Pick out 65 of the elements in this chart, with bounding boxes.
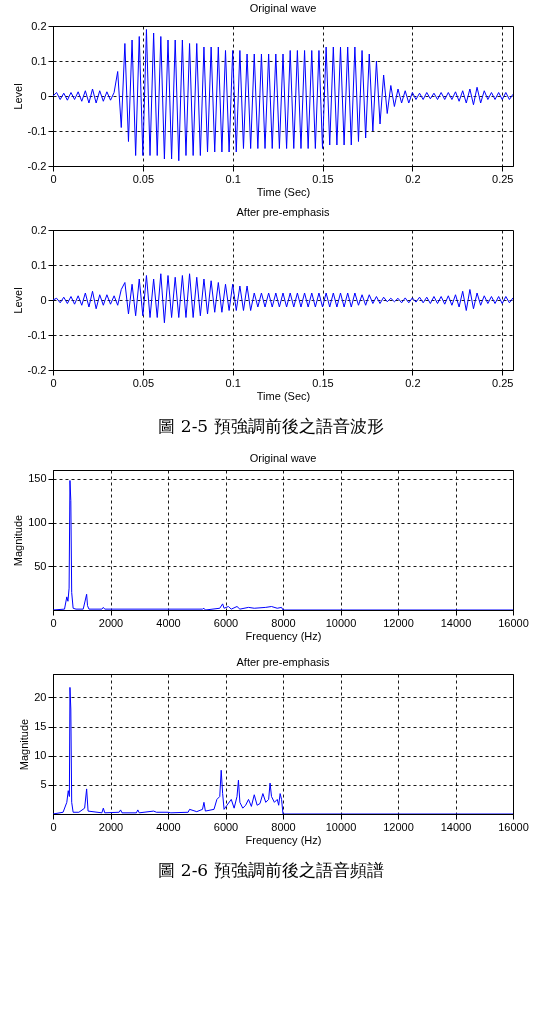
y-tick-label: 15 [34,720,47,732]
y-tick-label: 0 [40,293,47,306]
y-tick-label: -0.1 [27,328,47,341]
line-series [53,273,513,324]
chart-title: After pre-emphasis [236,656,330,668]
x-tick-label: 0.2 [405,172,421,185]
x-tick-label: 0 [50,172,57,185]
x-tick-label: 6000 [213,616,239,629]
x-tick-label: 16000 [498,616,529,629]
x-tick-label: 0.1 [225,376,241,389]
x-tick-label: 12000 [383,616,414,629]
x-tick-label: 10000 [325,820,357,833]
y-tick-label: 100 [28,516,47,528]
x-tick-label: 12000 [383,820,414,833]
x-tick-label: 0.25 [492,172,514,185]
chart-title: After pre-emphasis [236,206,330,218]
y-tick-label: 150 [28,472,47,485]
y-axis-title: Magnitude [18,718,31,771]
y-axis-title: Magnitude [12,514,25,567]
y-tick-label: 10 [34,749,47,762]
x-axis-title: Frequency (Hz) [245,629,322,642]
x-axis-title: Frequency (Hz) [245,833,322,846]
x-tick-label: 0.05 [132,172,155,185]
x-tick-label: 6000 [213,820,239,833]
y-tick-label: 0.2 [31,19,47,32]
line-series [53,686,513,814]
y-tick-label: -0.1 [27,124,47,137]
x-tick-label: 0.15 [312,376,334,389]
x-tick-label: 16000 [498,820,529,833]
chart-title: Original wave [249,452,317,464]
y-tick-label: 0.1 [31,258,47,271]
x-tick-label: 8000 [271,820,296,833]
caption: 圖 2-5 預強調前後之語音波形 [157,415,385,438]
x-axis-title: Time (Sec) [256,185,311,198]
x-tick-label: 14000 [440,820,472,833]
x-tick-label: 0.15 [312,172,334,185]
x-tick-label: 0.25 [492,376,514,389]
line-series [53,29,513,162]
x-tick-label: 14000 [440,616,472,629]
y-tick-label: -0.2 [27,363,47,376]
x-tick-label: 4000 [156,616,181,629]
caption: 圖 2-6 預強調前後之語音頻譜 [157,859,385,882]
y-tick-label: 5 [40,778,47,791]
x-tick-label: 2000 [98,616,124,629]
y-tick-label: 0 [40,89,47,102]
x-axis-title: Time (Sec) [256,389,311,402]
x-tick-label: 4000 [156,820,181,833]
y-tick-label: 0.1 [31,54,47,67]
x-tick-label: 0 [50,820,57,833]
x-tick-label: 8000 [271,616,296,629]
x-tick-label: 0 [50,616,57,629]
x-tick-label: 2000 [98,820,124,833]
x-tick-label: 10000 [325,616,357,629]
chart-title: Original wave [249,2,317,14]
x-tick-label: 0.05 [132,376,155,389]
y-tick-label: 50 [34,559,47,572]
y-tick-label: -0.2 [27,159,47,172]
y-axis-title: Level [11,287,24,314]
y-tick-label: 0.2 [31,223,47,236]
x-tick-label: 0.2 [405,376,421,389]
x-tick-label: 0 [50,376,57,389]
y-axis-title: Level [11,83,24,110]
y-tick-label: 20 [34,690,47,703]
line-series [53,480,513,610]
x-tick-label: 0.1 [225,172,241,185]
